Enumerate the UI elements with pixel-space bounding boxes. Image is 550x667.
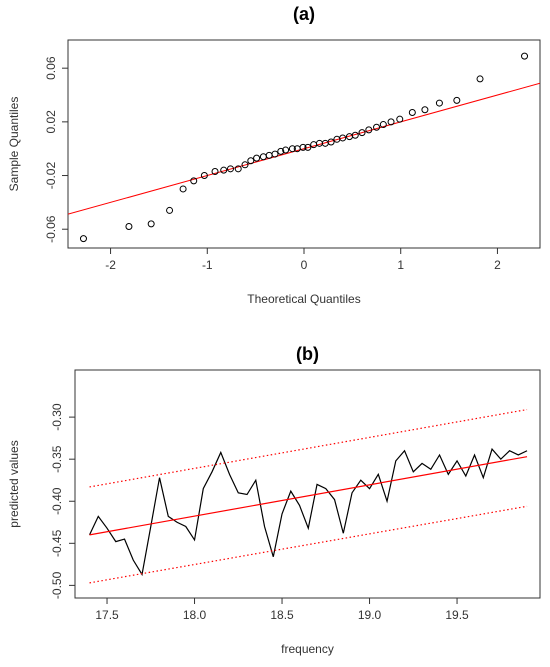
point: [351, 131, 359, 139]
point: [373, 123, 381, 131]
point: [253, 154, 261, 162]
point: [358, 129, 366, 137]
point: [288, 145, 296, 153]
plot-frame: [67, 39, 541, 249]
point: [241, 161, 249, 169]
y-tick-label: -0.06: [44, 215, 58, 243]
y-tick-label: -0.40: [50, 487, 64, 515]
x-tick-label: -2: [105, 258, 116, 272]
point: [179, 185, 187, 193]
point: [234, 165, 242, 173]
y-tick-label: 0.02: [44, 110, 58, 134]
y-axis-label: Sample Quantiles: [7, 97, 21, 192]
point: [226, 165, 234, 173]
x-axis-label: frequency: [281, 642, 334, 656]
point: [339, 134, 347, 142]
chart-panel: (a) Theoretical Quantiles Sample Quantiles…: [7, 4, 541, 306]
chart-title: (b): [296, 344, 319, 364]
point: [200, 172, 208, 180]
point: [387, 118, 395, 126]
reference-line: [68, 82, 540, 215]
point: [408, 108, 416, 116]
point: [304, 143, 312, 151]
point: [271, 150, 279, 158]
x-tick-label: 2: [494, 258, 501, 272]
point: [421, 106, 429, 114]
point: [327, 138, 335, 146]
point: [147, 220, 155, 228]
y-tick-label: -0.30: [50, 403, 64, 431]
chart-panel: (b) frequency predicted values 17.5 18.0 18.5…: [7, 344, 541, 656]
x-tick-label: 19.0: [358, 608, 382, 622]
series-line: [89, 456, 528, 536]
x-tick-label: 17.5: [95, 608, 119, 622]
point: [453, 96, 461, 104]
point: [310, 141, 318, 149]
series-line: [88, 447, 528, 577]
point: [79, 235, 87, 243]
point: [282, 146, 290, 154]
point: [211, 168, 219, 176]
y-tick-label: -0.50: [50, 571, 64, 599]
point: [220, 166, 228, 174]
x-tick-label: 0: [301, 258, 308, 272]
point: [125, 223, 133, 231]
y-tick-label: -0.02: [44, 162, 58, 190]
point: [247, 157, 255, 165]
series-line: [89, 505, 528, 584]
x-tick-label: 18.5: [270, 608, 294, 622]
y-tick-label: -0.45: [50, 529, 64, 557]
x-tick-label: 1: [397, 258, 404, 272]
point: [521, 52, 529, 60]
point: [396, 115, 404, 123]
point: [190, 177, 198, 185]
point: [265, 151, 273, 159]
plot-frame: [74, 369, 541, 599]
x-tick-label: -1: [202, 258, 213, 272]
point: [166, 206, 174, 214]
point: [299, 143, 307, 151]
y-axis-label: predicted values: [7, 440, 21, 527]
point: [379, 121, 387, 129]
y-tick-label: 0.06: [44, 56, 58, 80]
series-line: [89, 408, 528, 488]
x-axis-label: Theoretical Quantiles: [247, 292, 360, 306]
point: [365, 126, 373, 134]
y-tick-label: -0.35: [50, 445, 64, 473]
point: [476, 75, 484, 83]
x-tick-label: 19.5: [445, 608, 469, 622]
x-tick-label: 18.0: [183, 608, 207, 622]
point: [435, 99, 443, 107]
point: [277, 147, 285, 155]
point: [259, 153, 267, 161]
chart-title: (a): [293, 4, 315, 24]
